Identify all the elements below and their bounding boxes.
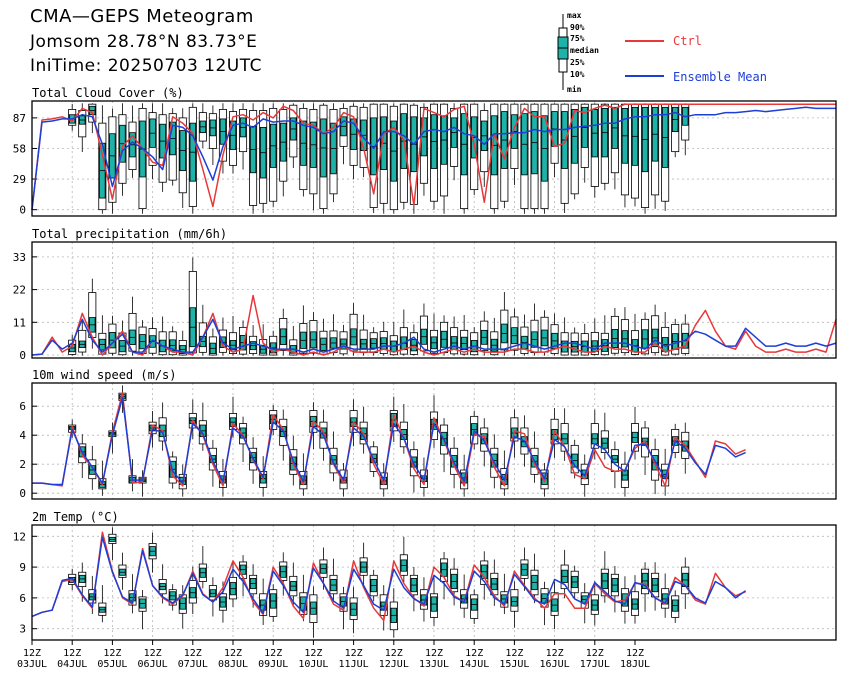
x-date-label: 07JUL [178,659,208,670]
y-tick-label: 22 [13,284,26,297]
x-date-label: 09JUL [258,659,288,670]
y-tick-label: 9 [19,561,26,574]
panel-frame [31,100,837,217]
y-tick-label: 87 [13,112,26,125]
x-hour-label: 12Z [626,648,644,659]
y-tick-label: 29 [13,173,26,186]
y-tick-label: 33 [13,251,26,264]
legend-box-label: min [567,84,582,94]
y-tick-label: 0 [19,487,26,500]
x-date-label: 17JUL [580,659,610,670]
legend-box-label: 10% [570,70,585,79]
y-tick-label: 6 [19,400,26,413]
x-hour-label: 12Z [586,648,604,659]
x-date-label: 18JUL [620,659,650,670]
x-date-label: 16JUL [540,659,570,670]
init-time: IniTime: 20250703 12UTC [30,56,263,76]
y-tick-label: 6 [19,592,26,605]
ctrl-series-line [31,103,836,210]
legend-box-label: 75% [570,34,585,43]
ensemble-mean-line [31,106,836,210]
station-location: Jomsom 28.78°N 83.73°E [30,32,258,52]
legend-box-label: 90% [570,23,585,32]
x-date-label: 11JUL [339,659,369,670]
x-hour-label: 12Z [103,648,121,659]
x-hour-label: 12Z [304,648,322,659]
y-tick-label: 4 [19,429,26,442]
legend-box-label: max [567,11,582,20]
panel-title: 2m Temp (°C) [32,510,119,524]
x-hour-label: 12Z [144,648,162,659]
y-tick-label: 0 [19,204,26,217]
legend-box-label: 25% [570,58,585,67]
x-hour-label: 12Z [345,648,363,659]
y-tick-label: 2 [19,458,26,471]
x-hour-label: 12Z [546,648,564,659]
x-date-label: 08JUL [218,659,248,670]
x-hour-label: 12Z [385,648,403,659]
panel-frame [31,382,837,500]
x-date-label: 12JUL [379,659,409,670]
x-date-label: 06JUL [138,659,168,670]
ctrl-series-line [31,294,837,356]
x-hour-label: 12Z [63,648,81,659]
x-date-label: 03JUL [17,659,47,670]
x-date-label: 14JUL [459,659,489,670]
y-tick-label: 58 [13,142,26,155]
panel-frame [31,241,837,359]
panel-title: Total precipitation (mm/6h) [32,227,227,241]
x-hour-label: 12Z [224,648,242,659]
meteogram-title: CMA—GEPS Meteogram [30,6,254,27]
x-date-label: 04JUL [57,659,87,670]
x-hour-label: 12Z [465,648,483,659]
x-hour-label: 12Z [184,648,202,659]
x-date-label: 10JUL [298,659,328,670]
x-date-label: 13JUL [419,659,449,670]
legend-ctrl-label: Ctrl [673,34,702,48]
y-tick-label: 3 [19,623,26,636]
x-date-label: 15JUL [499,659,529,670]
y-tick-label: 12 [13,530,26,543]
legend-ensemble-label: Ensemble Mean [673,70,767,84]
legend-box-label: median [570,45,599,55]
x-hour-label: 12Z [23,648,41,659]
ensemble-mean-line [31,318,837,356]
panel-title: 10m wind speed (m/s) [32,368,177,382]
y-tick-label: 11 [13,316,26,329]
x-date-label: 05JUL [97,659,127,670]
y-tick-label: 0 [19,349,26,362]
ensemble-mean-line [31,536,747,618]
ensemble-mean-line [32,396,746,486]
x-hour-label: 12Z [425,648,443,659]
panel-title: Total Cloud Cover (%) [32,86,184,100]
x-hour-label: 12Z [264,648,282,659]
x-hour-label: 12Z [505,648,523,659]
